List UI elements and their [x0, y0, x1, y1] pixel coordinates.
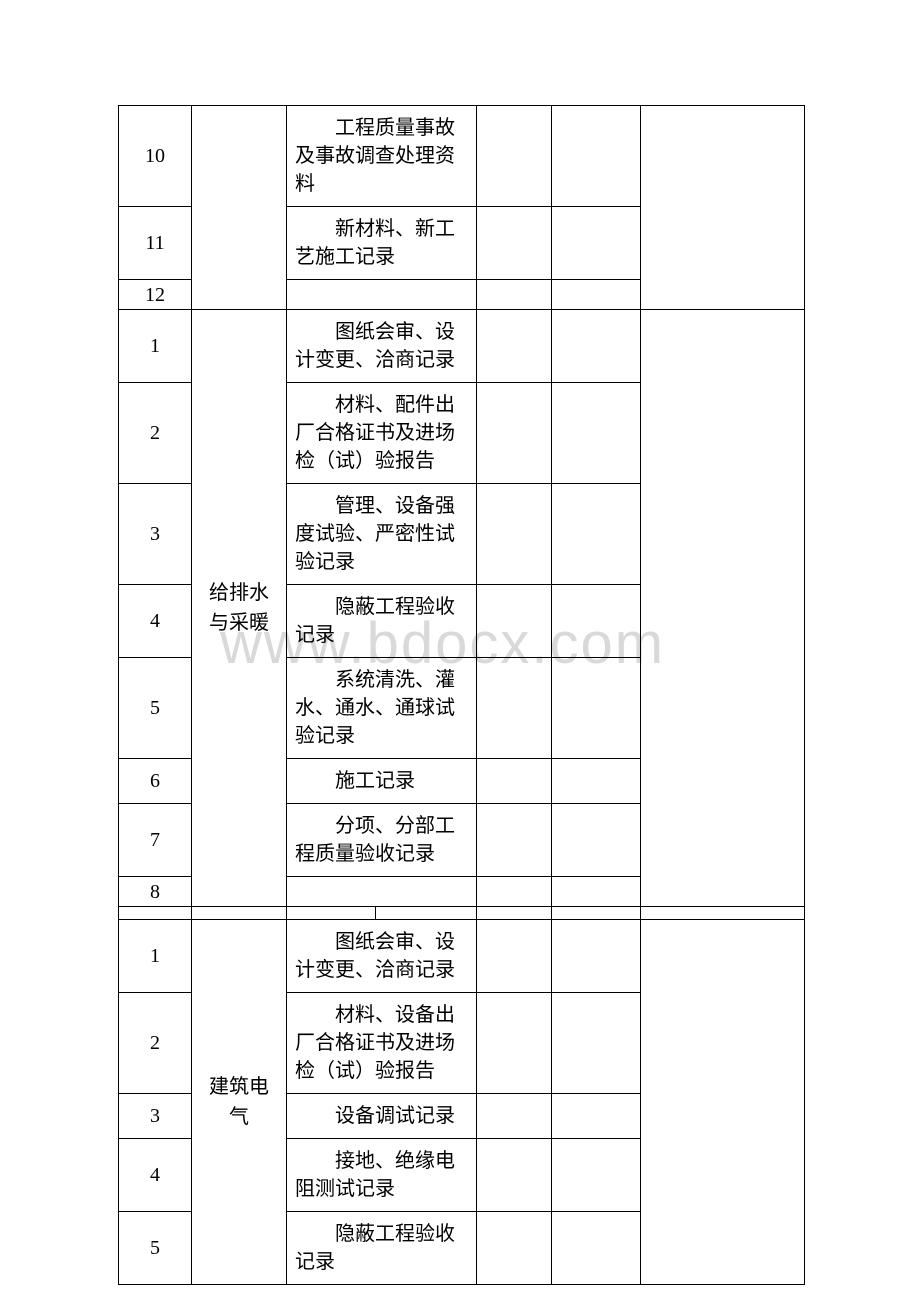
row-number: 11	[119, 207, 192, 280]
empty-cell	[552, 207, 641, 280]
row-number: 3	[119, 1094, 192, 1139]
empty-cell	[552, 993, 641, 1094]
empty-cell	[477, 804, 552, 877]
description-cell	[287, 877, 477, 907]
table-row: 1 给排水与采暖 图纸会审、设计变更、洽商记录	[119, 310, 805, 383]
description-cell: 新材料、新工艺施工记录	[287, 207, 477, 280]
row-number: 1	[119, 920, 192, 993]
description-cell: 工程质量事故及事故调查处理资料	[287, 106, 477, 207]
row-number: 8	[119, 877, 192, 907]
empty-cell	[552, 1094, 641, 1139]
description-cell: 材料、配件出厂合格证书及进场检（试）验报告	[287, 383, 477, 484]
description-cell: 设备调试记录	[287, 1094, 477, 1139]
row-number: 2	[119, 993, 192, 1094]
row-number: 1	[119, 310, 192, 383]
empty-cell	[552, 759, 641, 804]
empty-cell	[552, 280, 641, 310]
table-row: 1 建筑电气 图纸会审、设计变更、洽商记录	[119, 920, 805, 993]
category-cell: 给排水与采暖	[192, 310, 287, 907]
description-cell: 系统清洗、灌水、通水、通球试验记录	[287, 658, 477, 759]
empty-cell	[552, 804, 641, 877]
description-cell: 管理、设备强度试验、严密性试验记录	[287, 484, 477, 585]
empty-cell	[641, 920, 805, 1285]
category-cell: 建筑电气	[192, 920, 287, 1285]
spacer-row	[119, 907, 805, 920]
empty-cell	[552, 383, 641, 484]
row-number: 12	[119, 280, 192, 310]
empty-cell	[641, 310, 805, 907]
empty-cell	[477, 383, 552, 484]
row-number: 7	[119, 804, 192, 877]
row-number: 4	[119, 1139, 192, 1212]
row-number: 10	[119, 106, 192, 207]
empty-cell	[477, 310, 552, 383]
empty-cell	[552, 1212, 641, 1285]
main-table: 10 工程质量事故及事故调查处理资料 11 新材料、新工艺施工记录 12 1 给…	[118, 105, 805, 1285]
empty-cell	[477, 1094, 552, 1139]
description-cell: 接地、绝缘电阻测试记录	[287, 1139, 477, 1212]
description-cell	[287, 280, 477, 310]
empty-cell	[477, 658, 552, 759]
description-cell: 图纸会审、设计变更、洽商记录	[287, 310, 477, 383]
empty-cell	[552, 658, 641, 759]
empty-cell	[477, 484, 552, 585]
category-cell	[192, 106, 287, 310]
empty-cell	[552, 106, 641, 207]
empty-cell	[477, 207, 552, 280]
empty-cell	[477, 280, 552, 310]
empty-cell	[641, 907, 805, 920]
row-number: 4	[119, 585, 192, 658]
description-cell: 材料、设备出厂合格证书及进场检（试）验报告	[287, 993, 477, 1094]
row-number: 2	[119, 383, 192, 484]
empty-cell	[477, 759, 552, 804]
description-cell: 施工记录	[287, 759, 477, 804]
empty-cell	[552, 585, 641, 658]
description-cell: 图纸会审、设计变更、洽商记录	[287, 920, 477, 993]
row-number: 6	[119, 759, 192, 804]
empty-cell	[641, 106, 805, 310]
empty-cell	[119, 907, 192, 920]
table-row: 10 工程质量事故及事故调查处理资料	[119, 106, 805, 207]
empty-cell	[477, 1139, 552, 1212]
empty-cell	[477, 907, 552, 920]
empty-cell	[552, 877, 641, 907]
empty-cell	[192, 907, 287, 920]
split-cell	[287, 907, 477, 920]
description-cell: 分项、分部工程质量验收记录	[287, 804, 477, 877]
empty-cell	[552, 907, 641, 920]
empty-cell	[477, 920, 552, 993]
empty-cell	[477, 877, 552, 907]
description-cell: 隐蔽工程验收记录	[287, 1212, 477, 1285]
description-cell: 隐蔽工程验收记录	[287, 585, 477, 658]
row-number: 5	[119, 1212, 192, 1285]
row-number: 3	[119, 484, 192, 585]
empty-cell	[477, 585, 552, 658]
empty-cell	[552, 310, 641, 383]
empty-cell	[477, 1212, 552, 1285]
empty-cell	[477, 106, 552, 207]
empty-cell	[552, 484, 641, 585]
empty-cell	[552, 920, 641, 993]
empty-cell	[477, 993, 552, 1094]
row-number: 5	[119, 658, 192, 759]
empty-cell	[552, 1139, 641, 1212]
